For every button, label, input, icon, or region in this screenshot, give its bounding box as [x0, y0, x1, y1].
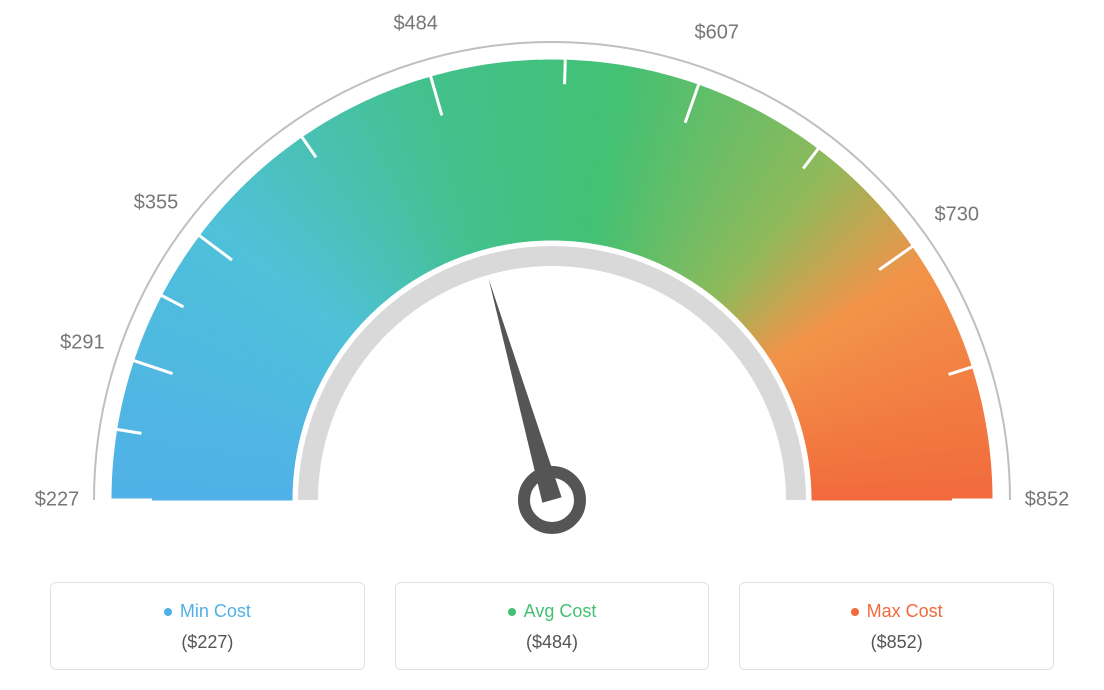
gauge-chart: $227 $291 $355 $484 $607 $730 $852	[0, 0, 1104, 560]
gauge-svg	[0, 0, 1104, 560]
legend-dot-min	[164, 608, 172, 616]
gauge-tick-label: $852	[1025, 489, 1070, 512]
gauge-tick-label: $484	[393, 13, 438, 36]
legend-label-avg: Avg Cost	[508, 601, 597, 622]
gauge-tick-label: $227	[35, 489, 80, 512]
legend-value-min: ($227)	[61, 632, 354, 653]
gauge-tick-label: $607	[694, 22, 739, 45]
legend-text-max: Max Cost	[867, 601, 943, 622]
cost-gauge-container: $227 $291 $355 $484 $607 $730 $852 Min Cost ($…	[0, 0, 1104, 690]
legend-box-max: Max Cost ($852)	[739, 582, 1054, 670]
legend-dot-max	[851, 608, 859, 616]
gauge-tick-label: $730	[935, 204, 980, 227]
legend-text-min: Min Cost	[180, 601, 251, 622]
legend-label-max: Max Cost	[851, 601, 943, 622]
legend-value-max: ($852)	[750, 632, 1043, 653]
gauge-tick-label: $355	[134, 192, 179, 215]
gauge-tick-label: $291	[60, 332, 105, 355]
legend-label-min: Min Cost	[164, 601, 251, 622]
legend-value-avg: ($484)	[406, 632, 699, 653]
legend-text-avg: Avg Cost	[524, 601, 597, 622]
legend-box-avg: Avg Cost ($484)	[395, 582, 710, 670]
legend-box-min: Min Cost ($227)	[50, 582, 365, 670]
legend-dot-avg	[508, 608, 516, 616]
legend-row: Min Cost ($227) Avg Cost ($484) Max Cost…	[50, 582, 1054, 670]
